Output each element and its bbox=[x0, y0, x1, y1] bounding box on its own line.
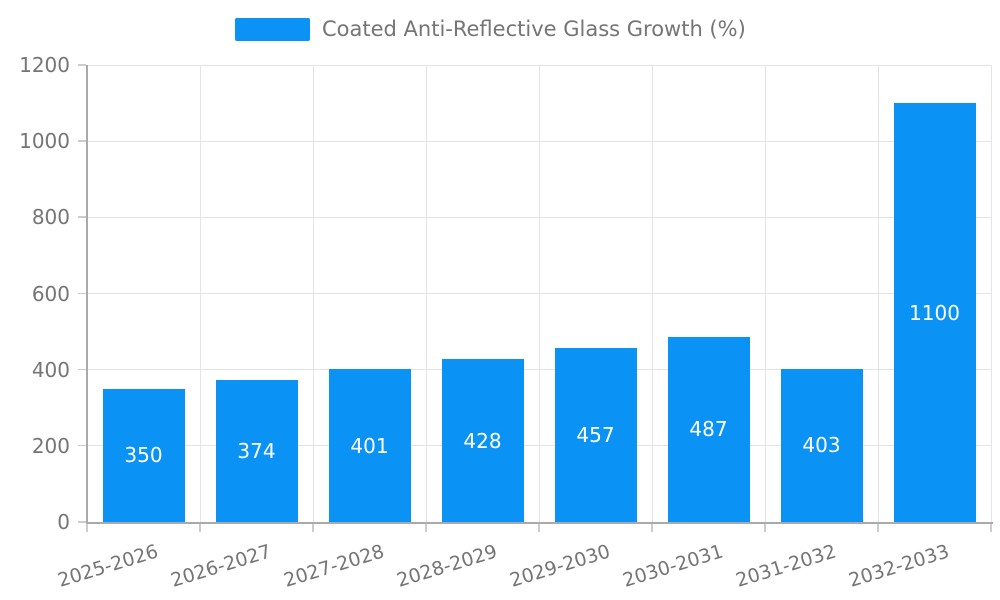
x-axis-tick-label: 2025-2026 bbox=[55, 540, 161, 592]
y-axis-tick-label: 400 bbox=[31, 357, 70, 382]
y-axis-tick bbox=[78, 64, 86, 66]
bar-2029-2030[interactable] bbox=[554, 347, 637, 522]
bar-2030-2031[interactable] bbox=[667, 336, 750, 522]
y-axis-tick-label: 0 bbox=[57, 510, 70, 534]
gridline-vertical bbox=[312, 65, 314, 522]
bar-2025-2026[interactable] bbox=[102, 388, 185, 522]
gridline-vertical bbox=[199, 65, 201, 522]
y-axis-tick bbox=[78, 140, 86, 142]
gridline-horizontal bbox=[88, 293, 991, 294]
x-axis-tick bbox=[199, 524, 201, 532]
bar-2032-2033[interactable] bbox=[893, 103, 976, 522]
bar-value-label: 1100 bbox=[909, 300, 960, 325]
gridline-vertical bbox=[425, 65, 427, 522]
gridline-horizontal bbox=[88, 64, 991, 66]
x-axis-line bbox=[86, 522, 993, 524]
gridline-vertical bbox=[651, 65, 653, 522]
bar-2027-2028[interactable] bbox=[328, 369, 411, 522]
legend-marker-swatch bbox=[235, 17, 310, 41]
gridline-horizontal bbox=[88, 216, 991, 218]
y-axis-tick bbox=[78, 444, 86, 447]
gridline-horizontal bbox=[88, 140, 991, 142]
y-axis-tick bbox=[78, 292, 86, 294]
bar-2031-2032[interactable] bbox=[780, 368, 863, 522]
gridline-vertical bbox=[764, 65, 766, 522]
x-axis-tick-label: 2026-2027 bbox=[168, 540, 274, 592]
x-axis-tick bbox=[538, 524, 540, 532]
bar-value-label: 457 bbox=[576, 422, 615, 447]
x-axis-tick bbox=[86, 524, 88, 532]
gridline-vertical bbox=[538, 65, 540, 522]
bar-value-label: 487 bbox=[689, 417, 728, 442]
y-axis-tick bbox=[78, 368, 86, 371]
bar-value-label: 350 bbox=[124, 443, 163, 468]
y-axis-line bbox=[86, 65, 88, 525]
gridline-horizontal bbox=[88, 369, 991, 371]
legend[interactable]: Coated Anti-Reflective Glass Growth (%) bbox=[235, 17, 746, 41]
x-axis-tick bbox=[651, 524, 653, 532]
y-axis-tick-label: 600 bbox=[31, 281, 70, 306]
x-axis-tick bbox=[877, 524, 879, 532]
y-axis-tick-label: 800 bbox=[31, 205, 70, 230]
bar-2026-2027[interactable] bbox=[215, 379, 298, 522]
x-axis-tick-label: 2028-2029 bbox=[394, 540, 500, 592]
y-axis-tick bbox=[78, 216, 86, 218]
x-axis-tick bbox=[425, 524, 427, 532]
gridline-horizontal bbox=[88, 445, 991, 447]
y-axis-tick bbox=[78, 521, 86, 523]
x-axis-tick bbox=[312, 524, 314, 532]
x-axis-tick bbox=[764, 524, 766, 532]
x-axis-tick-label: 2031-2032 bbox=[733, 540, 839, 592]
x-axis-tick-label: 2027-2028 bbox=[281, 540, 387, 592]
y-axis-tick-label: 200 bbox=[31, 433, 70, 458]
x-axis-tick-label: 2029-2030 bbox=[507, 540, 613, 592]
bar-value-label: 403 bbox=[802, 433, 841, 458]
gridline-vertical bbox=[990, 65, 992, 522]
gridline-vertical bbox=[877, 65, 879, 522]
bar-2028-2029[interactable] bbox=[441, 359, 524, 522]
x-axis-tick-label: 2030-2031 bbox=[620, 540, 726, 592]
y-axis-tick-label: 1000 bbox=[19, 129, 70, 154]
bar-value-label: 401 bbox=[350, 433, 389, 458]
y-axis-tick-label: 1200 bbox=[19, 53, 70, 77]
bar-value-label: 374 bbox=[237, 438, 276, 463]
x-axis-tick bbox=[990, 524, 992, 532]
x-axis-tick-label: 2032-2033 bbox=[846, 540, 952, 592]
bar-value-label: 428 bbox=[463, 428, 502, 453]
legend-label: Coated Anti-Reflective Glass Growth (%) bbox=[322, 17, 746, 41]
